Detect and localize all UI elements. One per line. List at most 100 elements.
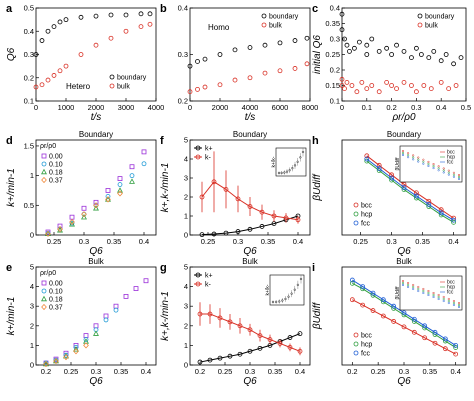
data-point	[117, 182, 123, 187]
data-point	[45, 28, 51, 34]
legend-label: k-	[205, 282, 212, 289]
data-point	[129, 173, 135, 179]
legend: k+ k-	[194, 146, 213, 162]
legend-marker	[353, 220, 359, 226]
inset-point	[452, 303, 455, 307]
inset-point	[407, 152, 410, 155]
legend-label: fcc	[361, 351, 370, 358]
y-tick-label: 2	[184, 321, 188, 330]
data-point	[232, 47, 238, 53]
legend-marker	[353, 341, 359, 347]
series-h-bcc	[364, 153, 457, 221]
data-point	[304, 35, 310, 41]
data-point	[428, 86, 434, 91]
series-c-bulk	[339, 76, 459, 95]
panel-c: 0 0.1 0.2 0.3 0.4 0.50.10.150.20.250.30.350.4…	[312, 3, 471, 123]
series-c-boundary	[339, 11, 464, 67]
data-point	[422, 335, 428, 341]
y-tick-label: 2	[30, 321, 34, 330]
data-point	[235, 196, 241, 202]
inset-point	[417, 156, 420, 159]
panel-title: Boundary	[79, 130, 113, 139]
series-line	[366, 155, 454, 219]
data-point	[389, 175, 395, 181]
data-point	[232, 77, 238, 83]
series-a-boundary	[33, 11, 153, 57]
inset-frame	[399, 275, 463, 311]
data-point	[133, 286, 139, 291]
x-tick-label: 0.4	[450, 367, 460, 376]
legend-label: bcc	[361, 203, 372, 210]
data-point	[421, 83, 427, 88]
y-tick-label: 5	[184, 136, 188, 145]
inset-point	[437, 297, 440, 301]
data-point	[73, 348, 79, 355]
legend-label: bulk	[117, 84, 130, 91]
data-point	[187, 63, 193, 69]
data-point	[438, 207, 444, 213]
data-point	[418, 52, 424, 57]
data-point	[69, 221, 75, 227]
panel-title: Boundary	[233, 130, 267, 139]
data-point	[342, 86, 347, 91]
inset-point	[437, 169, 440, 172]
data-point	[359, 80, 365, 85]
data-point	[339, 83, 345, 88]
data-point	[442, 336, 448, 342]
legend-label: bulk	[425, 23, 438, 30]
series-i-fcc	[349, 277, 459, 348]
inset-point	[447, 301, 450, 305]
legend-marker	[353, 332, 359, 338]
inset-point	[457, 173, 461, 177]
inset-point	[274, 300, 278, 304]
data-point	[401, 310, 407, 316]
data-point	[235, 229, 241, 234]
y-tick-label: 1	[30, 341, 34, 350]
data-point	[113, 303, 119, 309]
data-point	[117, 190, 123, 197]
inset-point	[427, 293, 430, 297]
legend-title: ρr/ρ0	[40, 270, 56, 277]
data-point	[422, 323, 428, 329]
panel-letter: g	[160, 262, 167, 274]
x-tick-label: 3000	[118, 103, 135, 112]
data-point	[123, 28, 129, 34]
data-point	[237, 351, 243, 357]
data-point	[426, 55, 432, 60]
data-point	[267, 337, 273, 342]
inset-frame	[269, 274, 305, 306]
series-a-bulk	[33, 21, 153, 90]
data-point	[376, 162, 382, 168]
data-point	[432, 340, 438, 346]
inset-point	[437, 165, 440, 168]
x-tick-label: 0.25	[47, 237, 62, 246]
y-tick-label: 0.4	[178, 4, 188, 13]
x-tick-label: 0.4	[295, 367, 305, 376]
data-point	[63, 63, 69, 69]
data-point	[394, 42, 399, 48]
data-point	[247, 348, 253, 354]
legend-label: bulk	[269, 23, 282, 30]
inset-point	[412, 154, 415, 157]
data-point	[364, 42, 370, 48]
data-point	[277, 341, 283, 346]
legend-marker	[41, 280, 47, 286]
data-point	[108, 35, 114, 41]
panel-e: 0.2 0.25 0.3 0.35 0.4 0 1 2 3 4 5 Q6 k+/min-1 e Bulk ρr…	[6, 257, 157, 387]
inset-point	[407, 154, 410, 157]
series-line	[201, 215, 299, 236]
inset-point	[417, 160, 420, 163]
inset-point	[437, 167, 440, 170]
data-point	[117, 187, 123, 193]
data-point	[347, 49, 352, 54]
series-f-k-	[199, 151, 301, 224]
x-tick-label: 0	[340, 103, 344, 112]
inset-point	[432, 167, 435, 170]
legend-label: 0.10	[49, 162, 63, 169]
data-point	[93, 199, 99, 205]
data-point	[247, 327, 253, 333]
data-point	[344, 42, 350, 48]
data-point	[259, 209, 265, 215]
panel-letter: i	[312, 262, 315, 274]
